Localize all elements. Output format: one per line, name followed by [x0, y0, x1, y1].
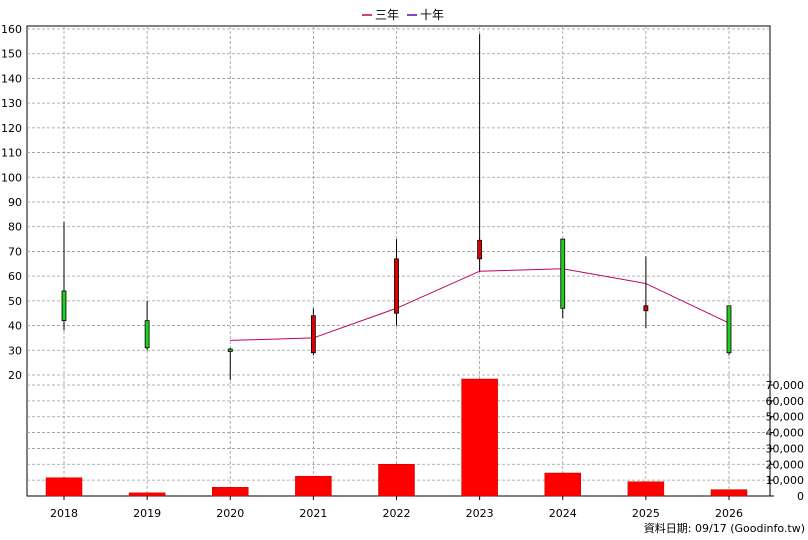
- price-tick-label: 20: [8, 369, 22, 382]
- price-tick-label: 120: [1, 122, 22, 135]
- price-tick-label: 140: [1, 72, 22, 85]
- x-tick-label: 2025: [632, 507, 660, 520]
- volume-tick-label: 60,000: [766, 395, 805, 408]
- price-tick-label: 60: [8, 270, 22, 283]
- volume-bars: [45, 378, 748, 497]
- x-tick-label: 2018: [50, 507, 78, 520]
- volume-bar: [45, 477, 83, 497]
- candle-body: [61, 290, 67, 322]
- price-tick-label: 100: [1, 171, 22, 184]
- candle-body: [477, 239, 483, 260]
- volume-bar: [461, 378, 498, 497]
- volume-bar: [295, 475, 332, 497]
- candle-body: [227, 348, 233, 352]
- price-tick-label: 50: [8, 295, 22, 308]
- volume-tick-label: 50,000: [766, 411, 805, 424]
- volume-bar: [378, 464, 415, 497]
- candle-body: [144, 320, 150, 349]
- ma3-line: [230, 268, 730, 341]
- legend: 三年 十年: [362, 8, 444, 22]
- x-tick-label: 2026: [715, 507, 743, 520]
- price-tick-label: 80: [8, 221, 22, 234]
- price-tick-label: 40: [8, 320, 22, 333]
- price-axis: 20 30 40 50 60 70 80 90 100 110 120 130 140 150 160: [1, 23, 22, 382]
- volume-tick-label: 10,000: [766, 474, 805, 487]
- volume-tick-label: 20,000: [766, 458, 805, 471]
- source-note: 資料日期: 09/17 (Goodinfo.tw): [644, 521, 805, 535]
- legend-label-ma10: 十年: [420, 8, 444, 22]
- price-tick-label: 110: [1, 147, 22, 160]
- price-tick-label: 150: [1, 48, 22, 61]
- candle-body: [643, 305, 649, 312]
- volume-bar: [710, 489, 748, 497]
- volume-tick-label: 70,000: [766, 379, 805, 392]
- candle-body: [394, 258, 399, 314]
- x-tick-label: 2022: [383, 507, 411, 520]
- volume-bar: [212, 487, 249, 497]
- x-tick-label: 2020: [216, 507, 244, 520]
- candle-body: [560, 238, 566, 309]
- volume-bar: [627, 481, 665, 497]
- x-axis: 2018 2019 2020 2021 2022 2023 2024 2025 2026: [50, 496, 743, 520]
- price-tick-label: 30: [8, 344, 22, 357]
- volume-tick-label: 0: [797, 490, 804, 503]
- price-tick-label: 130: [1, 97, 22, 110]
- price-tick-label: 70: [8, 245, 22, 258]
- volume-tick-label: 30,000: [766, 442, 805, 455]
- legend-label-ma3: 三年: [375, 8, 399, 22]
- candle-body: [310, 315, 316, 354]
- x-tick-label: 2024: [549, 507, 577, 520]
- candles: [61, 33, 732, 380]
- volume-tick-label: 40,000: [766, 427, 805, 440]
- price-tick-label: 90: [8, 196, 22, 209]
- volume-bar: [544, 472, 581, 497]
- volume-bar: [128, 492, 166, 497]
- price-tick-label: 160: [1, 23, 22, 36]
- candle-body: [726, 305, 732, 354]
- x-tick-label: 2023: [466, 507, 494, 520]
- x-tick-label: 2019: [133, 507, 161, 520]
- volume-axis: 0 10,000 20,000 30,000 40,000 50,000 60,000 70,…: [766, 379, 805, 503]
- x-tick-label: 2021: [299, 507, 327, 520]
- ma3-line-group: [230, 268, 730, 341]
